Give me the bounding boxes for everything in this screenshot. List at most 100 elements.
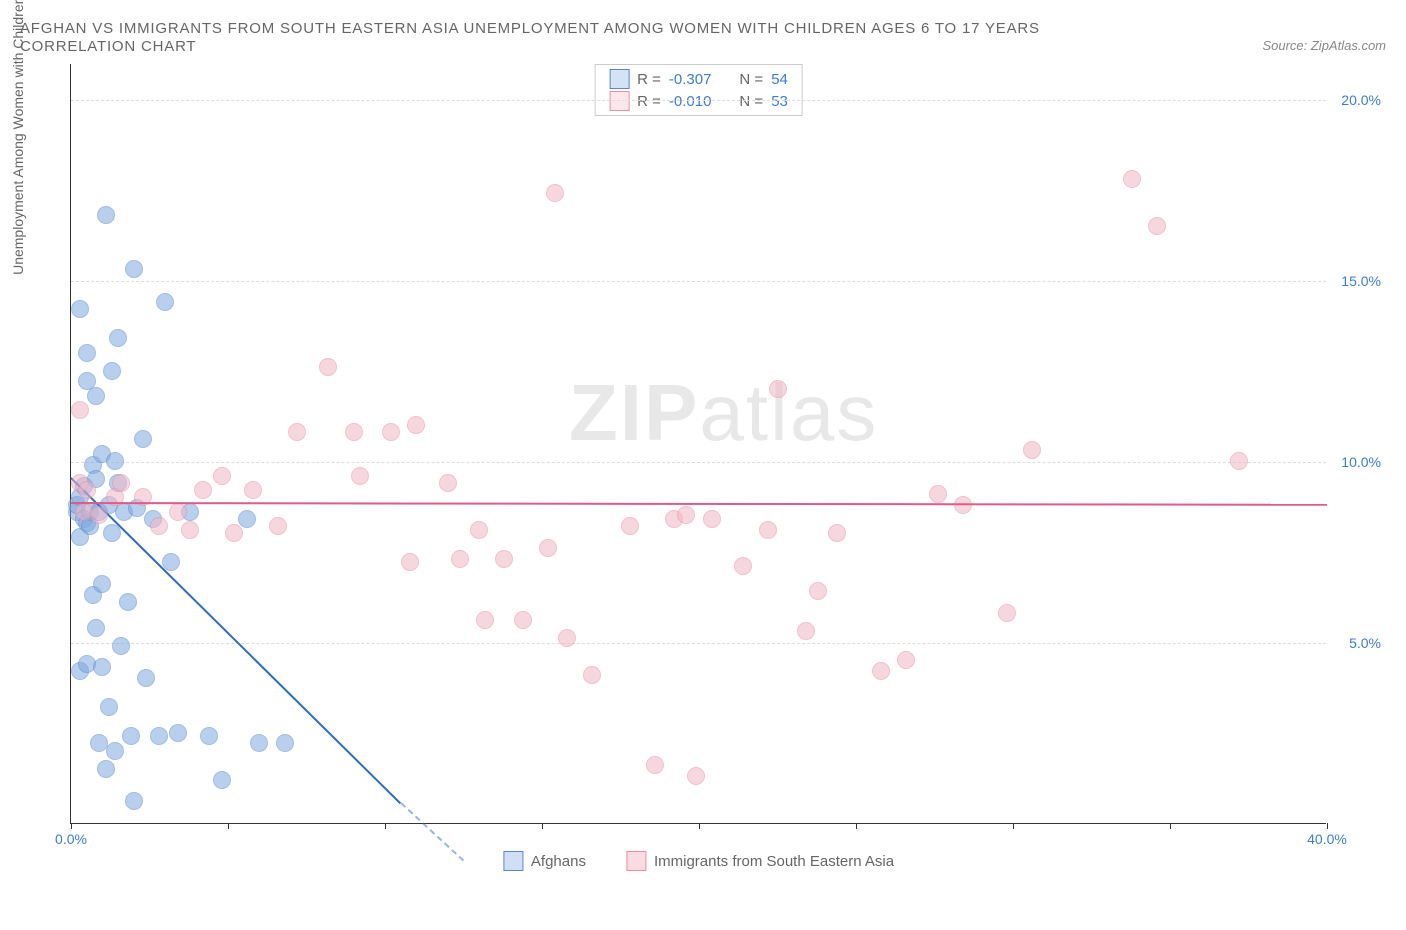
data-point — [106, 452, 124, 470]
data-point — [125, 260, 143, 278]
y-tick-label: 10.0% — [1341, 454, 1381, 470]
data-point — [401, 553, 419, 571]
data-point — [476, 611, 494, 629]
data-point — [734, 557, 752, 575]
data-point — [87, 387, 105, 405]
trend-line — [71, 502, 1327, 506]
gridline — [71, 100, 1326, 101]
data-point — [451, 550, 469, 568]
data-point — [156, 293, 174, 311]
x-tick — [1327, 823, 1328, 829]
legend-item: Immigrants from South Eastern Asia — [626, 851, 894, 871]
data-point — [351, 467, 369, 485]
data-point — [809, 582, 827, 600]
x-tick — [856, 823, 857, 829]
legend-label: Afghans — [531, 853, 586, 870]
gridline — [71, 462, 1326, 463]
data-point — [112, 474, 130, 492]
data-point — [112, 637, 130, 655]
data-point — [97, 206, 115, 224]
data-point — [1230, 452, 1248, 470]
data-point — [97, 760, 115, 778]
data-point — [109, 329, 127, 347]
x-tick-label: 40.0% — [1307, 831, 1347, 847]
data-point — [213, 467, 231, 485]
data-point — [319, 358, 337, 376]
data-point — [169, 724, 187, 742]
data-point — [106, 742, 124, 760]
chart-title-line1: AFGHAN VS IMMIGRANTS FROM SOUTH EASTERN … — [20, 20, 1040, 37]
legend-swatch — [609, 69, 629, 89]
data-point — [225, 524, 243, 542]
data-point — [797, 622, 815, 640]
data-point — [194, 481, 212, 499]
r-value: -0.307 — [669, 71, 712, 88]
data-point — [244, 481, 262, 499]
data-point — [137, 669, 155, 687]
data-point — [276, 734, 294, 752]
data-point — [119, 593, 137, 611]
data-point — [439, 474, 457, 492]
data-point — [103, 524, 121, 542]
legend-series: Afghans Immigrants from South Eastern Asi… — [503, 851, 894, 871]
data-point — [122, 727, 140, 745]
y-tick-label: 20.0% — [1341, 92, 1381, 108]
data-point — [687, 767, 705, 785]
data-point — [213, 771, 231, 789]
data-point — [495, 550, 513, 568]
data-point — [125, 792, 143, 810]
y-tick-label: 15.0% — [1341, 273, 1381, 289]
data-point — [181, 521, 199, 539]
data-point — [1148, 217, 1166, 235]
data-point — [93, 658, 111, 676]
x-tick — [71, 823, 72, 829]
gridline — [71, 643, 1326, 644]
data-point — [250, 734, 268, 752]
x-tick — [1170, 823, 1171, 829]
data-point — [93, 575, 111, 593]
r-label: R = — [637, 71, 661, 88]
x-tick — [385, 823, 386, 829]
data-point — [87, 619, 105, 637]
data-point — [583, 666, 601, 684]
data-point — [759, 521, 777, 539]
data-point — [169, 503, 187, 521]
data-point — [382, 423, 400, 441]
data-point — [78, 344, 96, 362]
trend-line-extrapolated — [400, 803, 464, 862]
y-tick-label: 5.0% — [1349, 635, 1381, 651]
n-value: 54 — [771, 71, 788, 88]
source-label: Source: ZipAtlas.com — [1262, 38, 1386, 53]
legend-stat-row: R = -0.307 N = 54 — [609, 69, 788, 89]
data-point — [238, 510, 256, 528]
data-point — [1123, 170, 1141, 188]
data-point — [407, 416, 425, 434]
data-point — [1023, 441, 1041, 459]
legend-stats: R = -0.307N = 54R = -0.010N = 53 — [594, 64, 803, 116]
data-point — [150, 517, 168, 535]
legend-label: Immigrants from South Eastern Asia — [654, 853, 894, 870]
watermark: ZIPatlas — [569, 367, 878, 459]
x-tick — [228, 823, 229, 829]
data-point — [998, 604, 1016, 622]
data-point — [621, 517, 639, 535]
data-point — [100, 698, 118, 716]
n-label: N = — [739, 71, 763, 88]
data-point — [288, 423, 306, 441]
data-point — [769, 380, 787, 398]
data-point — [539, 539, 557, 557]
data-point — [929, 485, 947, 503]
data-point — [514, 611, 532, 629]
legend-swatch — [503, 851, 523, 871]
data-point — [703, 510, 721, 528]
data-point — [200, 727, 218, 745]
data-point — [558, 629, 576, 647]
data-point — [134, 430, 152, 448]
legend-swatch — [626, 851, 646, 871]
plot-area: ZIPatlas R = -0.307N = 54R = -0.010N = 5… — [70, 64, 1326, 824]
data-point — [269, 517, 287, 535]
data-point — [646, 756, 664, 774]
data-point — [828, 524, 846, 542]
data-point — [897, 651, 915, 669]
data-point — [71, 401, 89, 419]
